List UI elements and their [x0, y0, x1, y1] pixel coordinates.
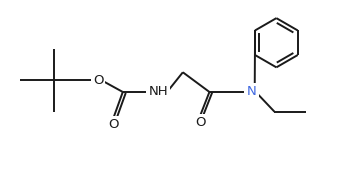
Text: N: N: [247, 86, 257, 98]
Text: NH: NH: [148, 86, 168, 98]
Text: O: O: [109, 118, 119, 131]
Text: O: O: [93, 74, 103, 87]
Text: O: O: [195, 116, 206, 129]
